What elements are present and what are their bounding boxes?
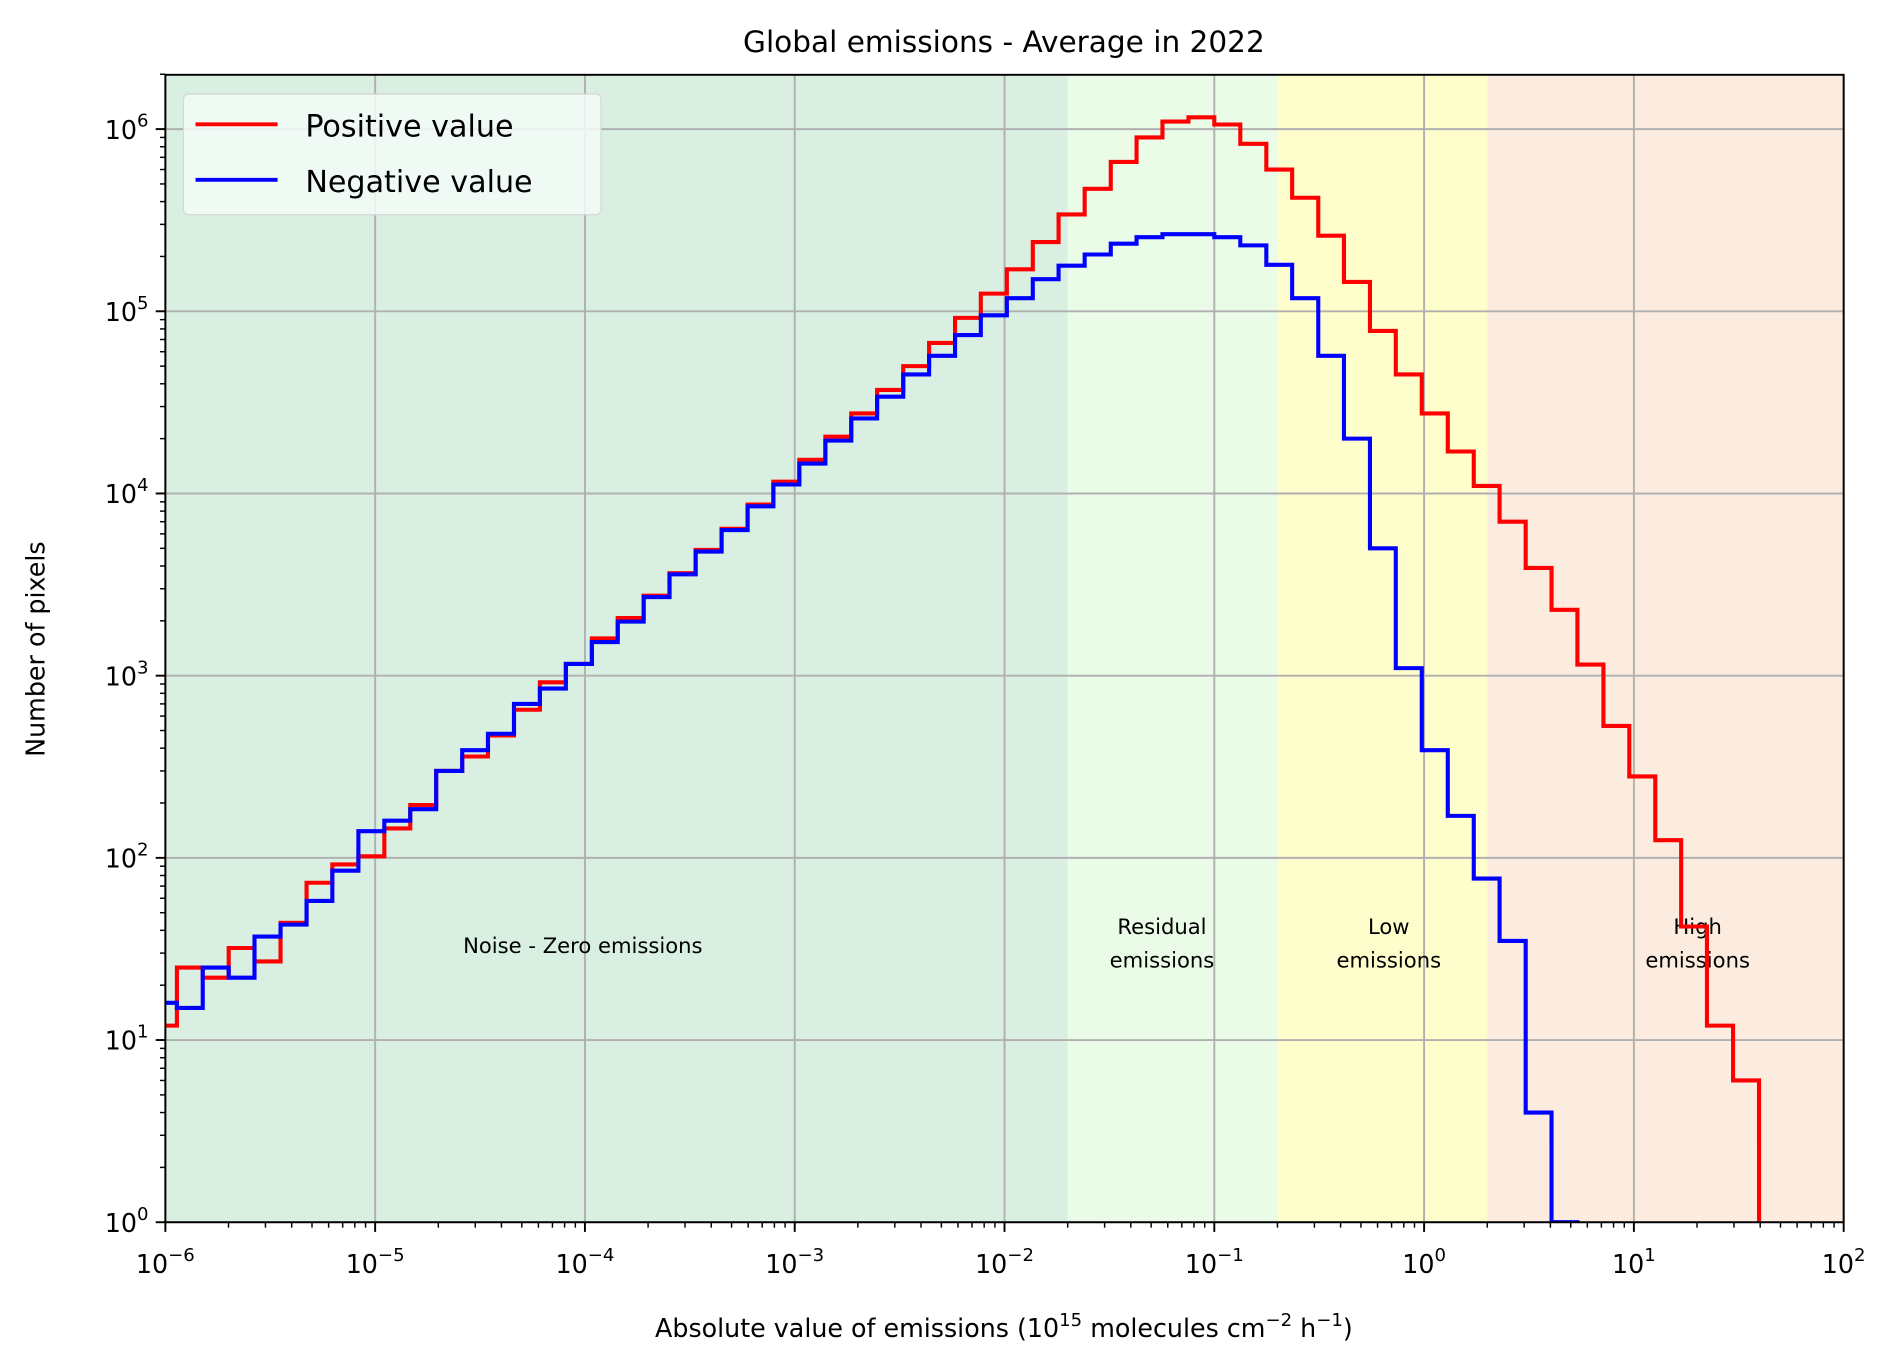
tick-exponent: −4 <box>588 1245 615 1266</box>
legend-box <box>182 93 602 216</box>
tick-base: 10 <box>105 479 137 509</box>
tick-exponent: 1 <box>1644 1245 1656 1266</box>
region-band <box>1487 74 1844 1223</box>
x-tick-label: 10−2 <box>975 1245 1034 1279</box>
tick-base: 10 <box>975 1249 1007 1279</box>
tick-base: 10 <box>105 1208 137 1238</box>
tick-base: 10 <box>105 115 137 145</box>
tick-base: 10 <box>346 1249 378 1279</box>
x-label-superscript: −2 <box>1265 1310 1292 1331</box>
tick-base: 10 <box>105 661 137 691</box>
region-band <box>1067 74 1278 1223</box>
tick-exponent: −6 <box>168 1245 195 1266</box>
emission-regions <box>165 74 1844 1223</box>
tick-base: 10 <box>1612 1249 1644 1279</box>
y-tick-label: 102 <box>105 839 149 873</box>
tick-base: 10 <box>555 1249 587 1279</box>
x-axis-label: Absolute value of emissions (1015 molecu… <box>655 1310 1353 1343</box>
series-lines <box>165 115 1762 1223</box>
y-tick-label: 105 <box>105 293 149 327</box>
x-tick-label: 10−4 <box>555 1245 614 1279</box>
tick-exponent: −1 <box>1217 1245 1244 1266</box>
x-label-superscript: −1 <box>1316 1310 1343 1331</box>
y-tick-label: 100 <box>105 1204 149 1238</box>
tick-base: 10 <box>136 1249 168 1279</box>
legend: Positive value Negative value <box>182 93 602 216</box>
tick-labels: 10−6 10−5 10−4 10−3 10−2 10−1 100 101 1021001011… <box>105 111 1866 1279</box>
tick-exponent: −3 <box>798 1245 825 1266</box>
tick-base: 10 <box>1402 1249 1434 1279</box>
region-label-line: emissions <box>1110 948 1215 973</box>
x-tick-label: 102 <box>1822 1245 1866 1279</box>
y-tick-label: 106 <box>105 111 149 145</box>
tick-base: 10 <box>1822 1249 1854 1279</box>
axes-frame <box>155 73 1845 1232</box>
region-label: Residual emissions <box>1110 914 1215 973</box>
tick-exponent: 2 <box>1854 1245 1866 1266</box>
x-label-text: h <box>1292 1313 1316 1343</box>
y-axis-label: Number of pixels <box>21 541 51 756</box>
x-label-text: Absolute value of emissions (10 <box>655 1313 1059 1343</box>
tick-exponent: −2 <box>1007 1245 1034 1266</box>
region-label-line: Low <box>1368 914 1410 939</box>
region-band <box>1277 74 1488 1223</box>
tick-exponent: 2 <box>137 839 149 860</box>
tick-exponent: 0 <box>137 1204 149 1225</box>
tick-base: 10 <box>105 844 137 874</box>
region-label-line: Residual <box>1117 914 1206 939</box>
tick-exponent: −5 <box>378 1245 405 1266</box>
x-label-text: molecules cm <box>1082 1313 1265 1343</box>
tick-exponent: 0 <box>1434 1245 1446 1266</box>
tick-base: 10 <box>1185 1249 1217 1279</box>
x-tick-label: 101 <box>1612 1245 1656 1279</box>
tick-base: 10 <box>105 1026 137 1056</box>
legend-label-negative: Negative value <box>305 165 532 200</box>
tick-exponent: 6 <box>137 111 149 132</box>
x-tick-label: 10−5 <box>346 1245 405 1279</box>
y-tick-label: 101 <box>105 1022 149 1056</box>
region-label-line: Noise - Zero emissions <box>463 933 702 958</box>
chart-title: Global emissions - Average in 2022 <box>743 25 1265 59</box>
x-label-text: ) <box>1343 1313 1353 1343</box>
x-tick-label: 100 <box>1402 1245 1446 1279</box>
legend-label-positive: Positive value <box>305 109 513 144</box>
region-label: Noise - Zero emissions <box>463 933 702 958</box>
y-tick-label: 103 <box>105 657 149 691</box>
region-label-line: emissions <box>1337 948 1442 973</box>
tick-base: 10 <box>765 1249 797 1279</box>
series-line-negative <box>165 232 1580 1223</box>
x-tick-label: 10−3 <box>765 1245 824 1279</box>
x-tick-label: 10−6 <box>136 1245 195 1279</box>
x-tick-label: 10−1 <box>1185 1245 1244 1279</box>
tick-exponent: 5 <box>137 293 149 314</box>
region-label: Low emissions <box>1337 914 1442 973</box>
tick-exponent: 3 <box>137 657 149 678</box>
tick-exponent: 1 <box>137 1022 149 1043</box>
region-label-line: emissions <box>1645 948 1750 973</box>
x-label-superscript: 15 <box>1059 1310 1082 1331</box>
tick-exponent: 4 <box>137 475 149 496</box>
region-band <box>165 74 1068 1223</box>
y-tick-label: 104 <box>105 475 149 509</box>
tick-base: 10 <box>105 297 137 327</box>
